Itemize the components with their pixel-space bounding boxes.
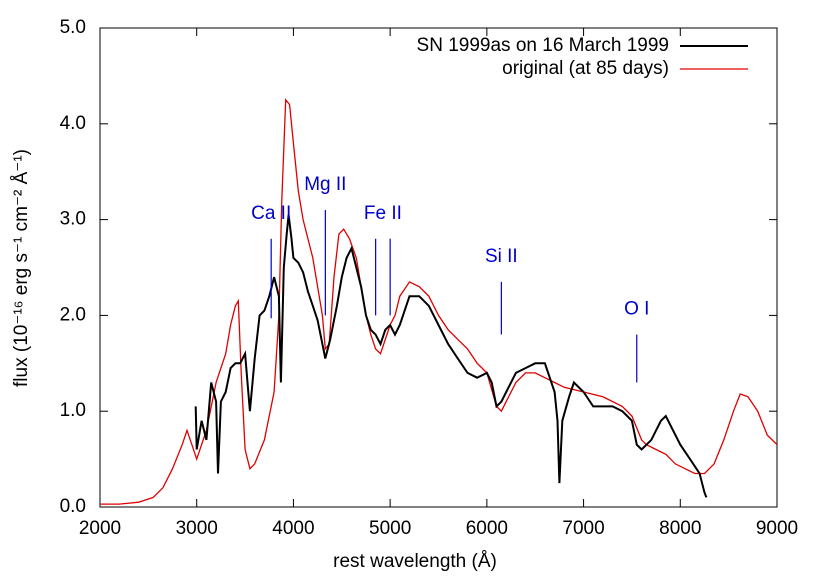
x-tick-label: 6000 [466, 518, 508, 539]
annotation-label: Fe II [364, 203, 402, 224]
annotation-label: Si II [485, 246, 518, 267]
series-line [100, 98, 778, 505]
x-tick-label: 9000 [756, 518, 798, 539]
plot-frame [99, 27, 778, 508]
y-axis-label: flux (10⁻¹⁶ erg s⁻¹ cm⁻² Å⁻¹) [11, 149, 32, 387]
y-tick-label: 3.0 [60, 209, 86, 230]
x-tick-label: 3000 [176, 518, 218, 539]
legend-label: SN 1999as on 16 March 1999 [417, 35, 669, 56]
y-tick-label: 1.0 [60, 400, 86, 421]
legend-label: original (at 85 days) [502, 58, 669, 79]
y-tick-label: 4.0 [60, 113, 86, 134]
x-tick-label: 8000 [659, 518, 701, 539]
y-tick-label: 0.0 [60, 496, 86, 517]
annotation-label: Mg II [304, 174, 346, 195]
x-axis-label: rest wavelength (Å) [333, 551, 497, 572]
y-tick-label: 2.0 [60, 304, 86, 325]
x-tick-label: 5000 [369, 518, 411, 539]
annotation-label: O I [624, 299, 649, 320]
series-line [194, 214, 708, 498]
x-tick-label: 2000 [79, 518, 121, 539]
annotation-label: Ca II [251, 203, 291, 224]
y-tick-label: 5.0 [60, 17, 86, 38]
x-tick-label: 4000 [272, 518, 314, 539]
x-tick-label: 7000 [562, 518, 604, 539]
